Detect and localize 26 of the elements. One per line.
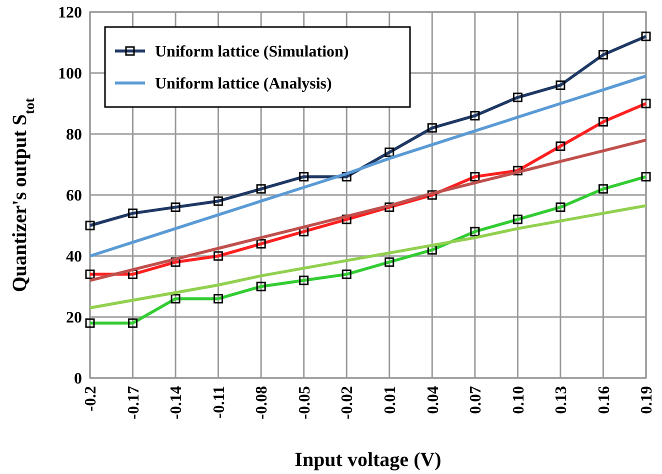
y-tick-label: 20	[66, 310, 82, 327]
y-tick-label: 40	[66, 248, 82, 266]
y-tick-label: 80	[66, 126, 82, 144]
line-series	[88, 74, 648, 258]
legend-label: Uniform lattice (Simulation)	[155, 44, 349, 61]
line-series	[88, 204, 648, 310]
x-axis-title: Input voltage (V)	[294, 449, 442, 471]
x-tick-label: 0.16	[596, 386, 613, 414]
x-tick-label: 0.04	[424, 386, 442, 414]
y-tick-label: 100	[58, 66, 82, 83]
x-tick-label: -0.05	[296, 386, 314, 420]
x-tick-label: -0.08	[254, 386, 271, 420]
x-tick-label: 0.10	[510, 386, 528, 414]
y-tick-label: 60	[66, 188, 82, 205]
x-tick-label: -0.2	[82, 386, 100, 412]
x-tick-label: -0.14	[168, 386, 186, 420]
x-tick-label: 0.19	[638, 386, 656, 414]
x-tick-label: -0.02	[339, 386, 356, 420]
x-tick-label: 0.13	[553, 386, 570, 414]
x-tick-label: -0.11	[210, 386, 228, 418]
x-tick-label: -0.17	[125, 386, 142, 420]
x-tick-label: 0.01	[382, 386, 399, 414]
legend-label: Uniform lattice (Analysis)	[155, 76, 332, 93]
x-tick-label: 0.07	[468, 386, 485, 414]
y-tick-label: 0	[74, 370, 82, 388]
y-tick-label: 120	[58, 4, 82, 22]
